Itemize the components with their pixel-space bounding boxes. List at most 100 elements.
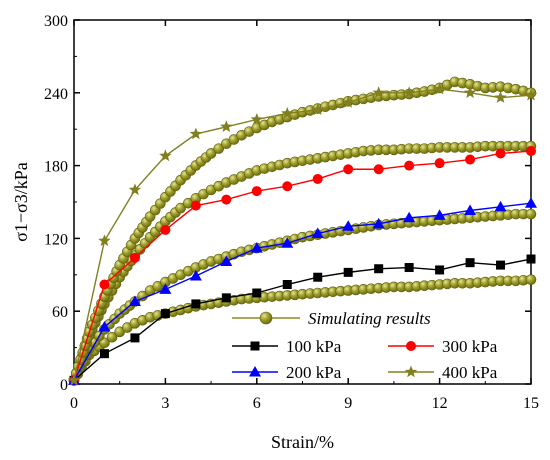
legend-simulated-label: Simulating results: [308, 309, 431, 328]
data-point: [189, 127, 203, 140]
data-point: [526, 146, 536, 157]
data-point: [463, 86, 477, 99]
data-point: [373, 164, 384, 175]
experimental-curves: [67, 82, 538, 386]
y-tick-label-2: 120: [44, 231, 68, 248]
data-point: [160, 224, 171, 235]
data-point: [313, 272, 323, 282]
data-point: [98, 234, 111, 247]
data-point: [372, 217, 385, 229]
data-point: [342, 96, 355, 108]
legend-simulated-marker: [259, 311, 273, 325]
data-point: [159, 283, 172, 294]
data-point: [343, 164, 354, 175]
data-point: [526, 254, 536, 264]
x-tick-label-3: 9: [344, 395, 352, 412]
data-point: [159, 149, 172, 162]
legend-marker-300-kPa: [406, 341, 416, 351]
data-point: [281, 106, 294, 119]
data-point: [190, 200, 201, 211]
data-point: [374, 264, 384, 274]
x-tick-label-0: 0: [70, 395, 78, 412]
series-line: [73, 202, 532, 381]
data-point: [129, 252, 140, 263]
legend-marker-100-kPa: [250, 341, 260, 351]
legend-label-300-kPa: 300 kPa: [442, 337, 498, 356]
series-400-kPa: [67, 82, 538, 386]
plot-frame: [73, 19, 532, 385]
data-point: [282, 280, 292, 290]
data-point: [312, 173, 323, 184]
data-point: [494, 200, 507, 212]
data-point: [251, 186, 262, 197]
data-point: [434, 158, 445, 169]
data-point: [496, 260, 506, 270]
data-point: [402, 86, 416, 99]
y-tick-label-0: 0: [60, 377, 68, 394]
data-point: [343, 267, 353, 277]
y-tick-label-1: 60: [52, 304, 68, 321]
data-point: [524, 88, 538, 101]
legend-label-200-kPa: 200 kPa: [286, 363, 342, 382]
data-point: [311, 227, 324, 239]
y-tick-label-5: 300: [44, 13, 68, 30]
y-tick-label-4: 240: [44, 86, 68, 103]
data-point: [67, 373, 81, 386]
legend-label-400-kPa: 400 kPa: [442, 363, 498, 382]
data-point: [128, 183, 142, 196]
data-point: [465, 258, 475, 268]
x-axis-title: Strain/%: [271, 432, 334, 452]
data-point: [403, 211, 416, 223]
data-point: [250, 242, 263, 253]
data-point: [282, 181, 293, 192]
data-point: [311, 103, 324, 116]
x-tick-label-5: 15: [523, 395, 539, 412]
y-axis-title: σ1−σ3/kPa: [11, 162, 31, 242]
data-point: [98, 320, 111, 332]
data-point: [525, 197, 537, 208]
data-point: [464, 204, 477, 215]
legend-marker-200-kPa: [249, 366, 261, 377]
data-point: [342, 220, 355, 231]
data-point: [404, 263, 414, 273]
series-line: [73, 258, 532, 381]
data-point: [494, 91, 507, 103]
data-point: [465, 154, 476, 165]
data-point: [221, 194, 232, 205]
data-point: [372, 86, 385, 99]
x-tick-label-2: 6: [253, 395, 261, 412]
y-tick-label-3: 180: [44, 159, 68, 176]
simulated-point: [525, 274, 537, 285]
data-point: [433, 209, 446, 220]
data-point: [252, 288, 262, 298]
data-point: [404, 160, 415, 171]
data-point: [99, 279, 110, 290]
simulated-point: [175, 202, 186, 214]
data-point: [189, 270, 202, 281]
data-point: [495, 148, 506, 159]
data-point: [435, 265, 445, 275]
data-point: [160, 309, 170, 319]
data-point: [433, 82, 446, 95]
series-line: [73, 88, 532, 381]
legend-marker-400-kPa: [404, 365, 418, 378]
data-point: [130, 333, 140, 343]
legend-label-100-kPa: 100 kPa: [286, 337, 342, 356]
data-point: [221, 293, 231, 303]
data-point: [281, 237, 294, 248]
axes: 0 3 6 9 12 15 0 60 120 180 240 300 Strain/% σ1−σ3/kPa: [11, 13, 539, 452]
x-tick-label-4: 12: [432, 395, 448, 412]
data-point: [220, 120, 233, 133]
data-point: [128, 295, 141, 306]
series-line: [73, 150, 532, 381]
series-100-kPa: [69, 254, 536, 385]
data-point: [220, 255, 233, 266]
series-200-kPa: [68, 197, 537, 385]
x-tick-label-1: 3: [161, 395, 169, 412]
data-point: [99, 349, 109, 359]
data-point: [250, 112, 263, 125]
simulated-point: [525, 208, 537, 220]
simulated-point: [213, 143, 225, 154]
simulated-point: [106, 331, 118, 343]
